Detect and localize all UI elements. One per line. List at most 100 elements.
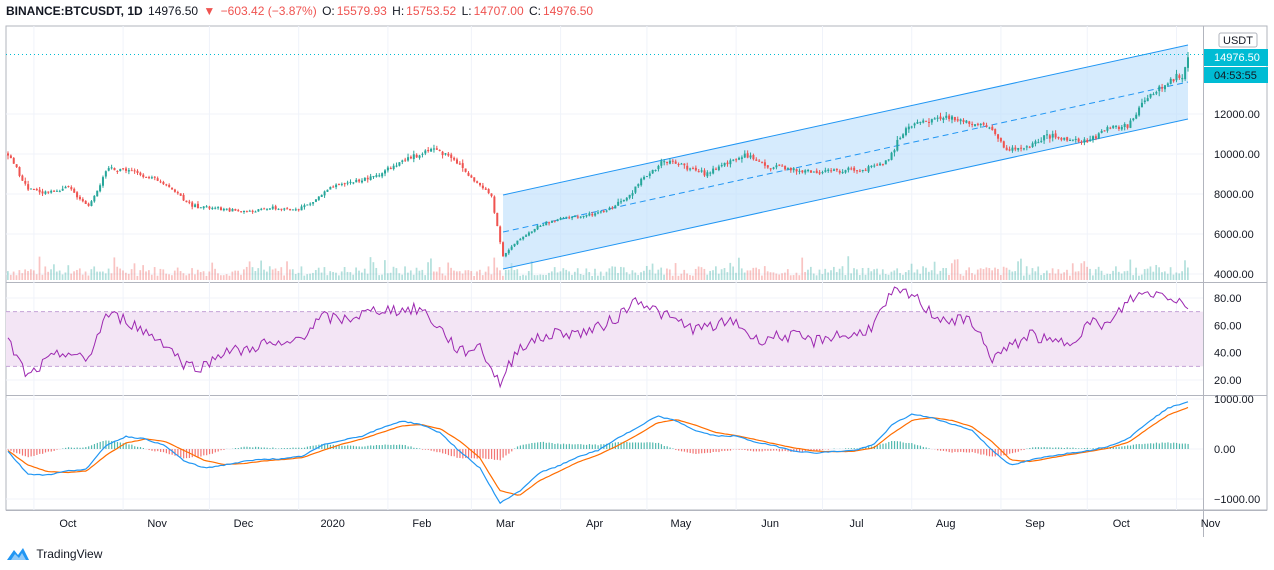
candle-body — [976, 123, 979, 125]
macd-histogram-bar — [1167, 442, 1169, 449]
macd-histogram-bar — [1046, 447, 1048, 449]
macd-histogram-bar — [1017, 449, 1019, 452]
macd-histogram-bar — [206, 449, 208, 456]
volume-bar — [1043, 273, 1045, 280]
regression-channel[interactable] — [6, 44, 1203, 270]
volume-bar — [208, 271, 211, 280]
macd-histogram-bar — [436, 449, 438, 453]
volume-bar — [1155, 264, 1158, 280]
volume-bar — [240, 274, 242, 280]
candle-body — [93, 195, 96, 202]
volume-bar — [1120, 273, 1123, 280]
volume-bar — [582, 274, 585, 280]
candle-body — [772, 167, 775, 169]
symbol-title[interactable]: BINANCE:BTCUSDT, 1D — [6, 4, 143, 18]
volume-bar — [1112, 270, 1114, 280]
macd-pane[interactable] — [7, 401, 1189, 505]
candle-body — [35, 189, 38, 191]
candle-body — [211, 207, 214, 210]
x-tick-label: Jun — [761, 518, 779, 530]
macd-histogram-bar — [459, 449, 461, 459]
price-candles[interactable] — [6, 52, 1190, 258]
volume-bar — [1083, 261, 1086, 280]
channel-lower-line[interactable] — [502, 118, 1189, 270]
macd-histogram-bar — [571, 444, 573, 449]
candle-body — [303, 205, 306, 208]
candle-body — [979, 123, 982, 126]
candle-body — [778, 164, 781, 166]
candle-body — [789, 168, 792, 171]
volume-bar — [717, 273, 720, 280]
candle-body — [1057, 136, 1060, 139]
candle-body — [804, 170, 807, 173]
channel-median-line[interactable] — [502, 81, 1189, 233]
macd-histogram-bar — [447, 449, 450, 456]
candle-body — [309, 203, 312, 205]
candle-body — [58, 191, 61, 193]
currency-badge[interactable]: USDT — [1218, 32, 1258, 48]
candle-body — [761, 162, 764, 164]
candle-body — [559, 218, 562, 220]
volume-bar — [812, 273, 815, 280]
macd-signal-line[interactable] — [7, 406, 1189, 496]
candle-body — [974, 124, 977, 127]
volume-bar — [1097, 266, 1100, 280]
volume-bar — [441, 273, 444, 280]
macd-histogram-bar — [1144, 443, 1146, 449]
channel-upper-line[interactable] — [502, 44, 1189, 196]
volume-bar — [1178, 273, 1181, 280]
macd-histogram-bar — [191, 449, 193, 458]
candle-body — [832, 169, 836, 171]
candle-body — [732, 159, 735, 161]
candle-body — [605, 210, 608, 212]
volume-bar — [1172, 274, 1175, 280]
candle-body — [818, 172, 821, 174]
volume-bar — [904, 272, 907, 280]
candle-body — [539, 225, 542, 227]
volume-bar — [127, 273, 130, 280]
price-tick-label: 8000.00 — [1214, 189, 1254, 201]
open-value: 15579.93 — [336, 4, 387, 18]
candle-body — [948, 115, 951, 120]
volume-bar — [125, 272, 127, 280]
candle-body — [240, 211, 243, 213]
candle-body — [202, 206, 205, 209]
candle-body — [30, 188, 33, 190]
macd-histogram-bar — [868, 446, 870, 449]
macd-histogram-bar — [470, 449, 473, 459]
candle-body — [1080, 141, 1083, 143]
volume-bar — [530, 260, 533, 280]
candle-body — [15, 164, 18, 168]
volume-bar — [510, 263, 513, 280]
candle-body — [9, 155, 12, 159]
candle-body — [950, 116, 954, 120]
volume-bar — [352, 274, 355, 280]
volume-bar — [291, 269, 294, 280]
volume-bar — [818, 269, 821, 280]
macd-histogram-bar — [1029, 447, 1031, 449]
volume-bar — [427, 262, 429, 280]
volume-bar — [55, 271, 58, 280]
macd-line[interactable] — [7, 401, 1189, 505]
macd-histogram-bar — [747, 449, 749, 451]
volume-bar — [444, 275, 447, 280]
tradingview-brand[interactable]: TradingView — [6, 546, 102, 564]
volume-bar — [404, 266, 406, 280]
macd-histogram-bar — [629, 442, 631, 449]
candle-body — [447, 153, 450, 156]
macd-histogram-bar — [1043, 447, 1045, 449]
volume-bar — [268, 266, 271, 280]
candle-body — [363, 177, 366, 181]
candle-body — [982, 123, 985, 125]
rsi-line[interactable] — [7, 286, 1189, 389]
macd-histogram-bar — [669, 447, 671, 449]
macd-histogram-bar — [988, 449, 991, 457]
volume-bar — [156, 275, 159, 280]
candle-body — [550, 220, 553, 223]
candle-body — [1103, 130, 1106, 132]
volume-bar — [381, 274, 383, 280]
rsi-pane[interactable] — [6, 286, 1203, 389]
volume-bar — [746, 270, 749, 280]
macd-histogram-bar — [315, 445, 317, 449]
volume-bar — [487, 266, 490, 280]
